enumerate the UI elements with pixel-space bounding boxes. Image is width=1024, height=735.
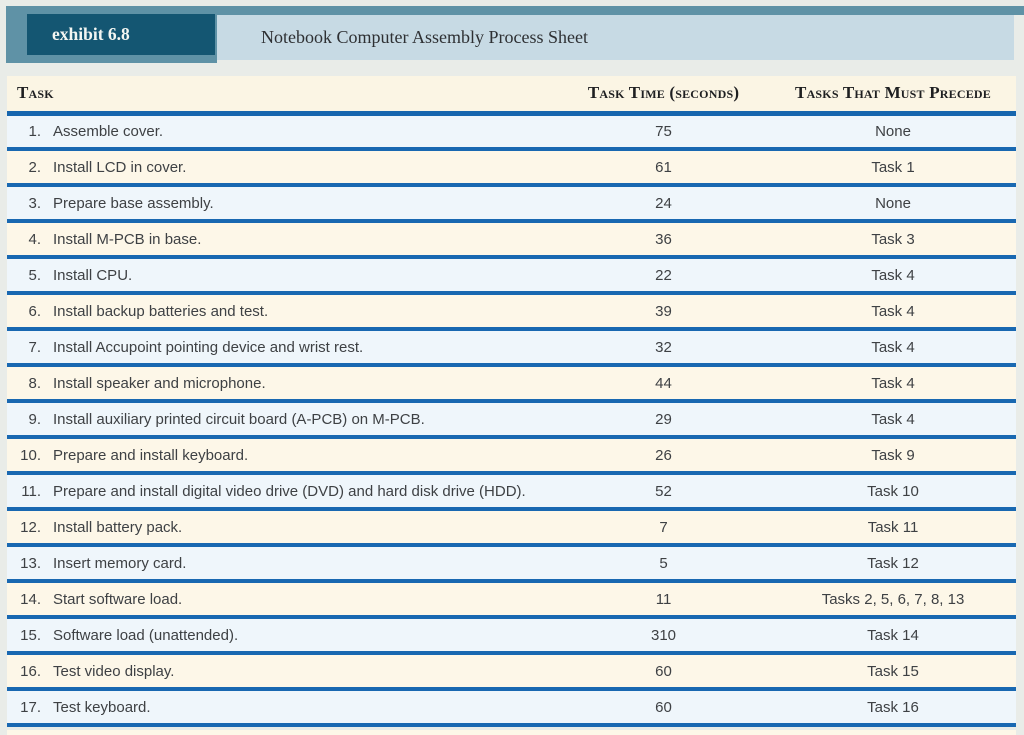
task-precede-value: Tasks 2, 5, 6, 7, 8, 13 <box>770 581 1017 619</box>
column-header-task-time: Task Time (seconds) <box>557 76 771 116</box>
page-title: Notebook Computer Assembly Process Sheet <box>261 27 588 47</box>
table-row: 8. Install speaker and microphone. 44 Ta… <box>7 365 1017 403</box>
task-number: 4. <box>7 221 47 259</box>
task-number: 17. <box>7 689 47 727</box>
task-description: Prepare and install keyboard. <box>47 437 558 475</box>
task-time-value: 24 <box>557 185 771 223</box>
task-number: 8. <box>7 365 47 403</box>
task-precede-value: Task 3 <box>770 221 1017 259</box>
task-description: Start software load. <box>47 581 558 619</box>
column-header-task: Task <box>7 76 558 116</box>
table-row: 12. Install battery pack. 7 Task 11 <box>7 509 1017 547</box>
task-number: 6. <box>7 293 47 331</box>
task-number: 14. <box>7 581 47 619</box>
table-row: 4. Install M-PCB in base. 36 Task 3 <box>7 221 1017 259</box>
task-precede-value: Task 11 <box>770 509 1017 547</box>
task-time-value: 52 <box>557 473 771 511</box>
task-number: 7. <box>7 329 47 367</box>
task-number: 16. <box>7 653 47 691</box>
table-row: 16. Test video display. 60 Task 15 <box>7 653 1017 691</box>
task-time-value: 75 <box>557 113 771 151</box>
task-number: 2. <box>7 149 47 187</box>
task-number: 1. <box>7 113 47 151</box>
table-row: 17. Test keyboard. 60 Task 16 <box>7 689 1017 727</box>
exhibit-tag: exhibit 6.8 <box>27 14 215 55</box>
task-number: 13. <box>7 545 47 583</box>
task-number: 9. <box>7 401 47 439</box>
task-description: Install LCD in cover. <box>47 149 558 187</box>
table-body: 1. Assemble cover. 75 None 2. Install LC… <box>7 113 1017 727</box>
task-time-value: 29 <box>557 401 771 439</box>
process-sheet-table: Task Task Time (seconds) Tasks That Must… <box>7 76 1017 727</box>
task-description: Assemble cover. <box>47 113 558 151</box>
task-precede-value: Task 4 <box>770 329 1017 367</box>
task-description: Software load (unattended). <box>47 617 558 655</box>
task-description: Test keyboard. <box>47 689 558 727</box>
task-number: 3. <box>7 185 47 223</box>
task-time-value: 7 <box>557 509 771 547</box>
task-precede-value: None <box>770 185 1017 223</box>
task-description: Install CPU. <box>47 257 558 295</box>
task-precede-value: Task 1 <box>770 149 1017 187</box>
task-time-value: 39 <box>557 293 771 331</box>
task-number: 12. <box>7 509 47 547</box>
task-precede-value: Task 14 <box>770 617 1017 655</box>
task-time-value: 60 <box>557 689 771 727</box>
task-time-value: 22 <box>557 257 771 295</box>
task-description: Install speaker and microphone. <box>47 365 558 403</box>
task-time-value: 310 <box>557 617 771 655</box>
table-row: 7. Install Accupoint pointing device and… <box>7 329 1017 367</box>
table-row: 9. Install auxiliary printed circuit boa… <box>7 401 1017 439</box>
task-description: Test video display. <box>47 653 558 691</box>
task-precede-value: Task 4 <box>770 365 1017 403</box>
task-precede-value: None <box>770 113 1017 151</box>
table-row: 15. Software load (unattended). 310 Task… <box>7 617 1017 655</box>
task-precede-value: Task 16 <box>770 689 1017 727</box>
task-description: Install M-PCB in base. <box>47 221 558 259</box>
table-row: 10. Prepare and install keyboard. 26 Tas… <box>7 437 1017 475</box>
table-row: 14. Start software load. 11 Tasks 2, 5, … <box>7 581 1017 619</box>
top-band <box>6 6 1024 15</box>
task-description: Install Accupoint pointing device and wr… <box>47 329 558 367</box>
task-time-value: 5 <box>557 545 771 583</box>
task-description: Prepare and install digital video drive … <box>47 473 558 511</box>
task-precede-value: Task 10 <box>770 473 1017 511</box>
task-time-value: 11 <box>557 581 771 619</box>
task-description: Insert memory card. <box>47 545 558 583</box>
table-row: 2. Install LCD in cover. 61 Task 1 <box>7 149 1017 187</box>
table-row: 5. Install CPU. 22 Task 4 <box>7 257 1017 295</box>
task-precede-value: Task 4 <box>770 293 1017 331</box>
title-band: Notebook Computer Assembly Process Sheet <box>217 15 1014 60</box>
bottom-row-sliver <box>7 730 1016 735</box>
table-row: 6. Install backup batteries and test. 39… <box>7 293 1017 331</box>
task-number: 11. <box>7 473 47 511</box>
task-time-value: 61 <box>557 149 771 187</box>
task-time-value: 36 <box>557 221 771 259</box>
table-header-row: Task Task Time (seconds) Tasks That Must… <box>7 76 1017 116</box>
task-time-value: 32 <box>557 329 771 367</box>
task-description: Prepare base assembly. <box>47 185 558 223</box>
table-row: 13. Insert memory card. 5 Task 12 <box>7 545 1017 583</box>
task-description: Install battery pack. <box>47 509 558 547</box>
task-precede-value: Task 4 <box>770 257 1017 295</box>
task-number: 5. <box>7 257 47 295</box>
column-header-precede: Tasks That Must Precede <box>770 76 1017 116</box>
table-row: 1. Assemble cover. 75 None <box>7 113 1017 151</box>
exhibit-plate: exhibit 6.8 <box>6 6 217 63</box>
task-description: Install backup batteries and test. <box>47 293 558 331</box>
table-row: 11. Prepare and install digital video dr… <box>7 473 1017 511</box>
task-number: 10. <box>7 437 47 475</box>
table-row: 3. Prepare base assembly. 24 None <box>7 185 1017 223</box>
task-time-value: 60 <box>557 653 771 691</box>
task-time-value: 26 <box>557 437 771 475</box>
task-precede-value: Task 9 <box>770 437 1017 475</box>
task-time-value: 44 <box>557 365 771 403</box>
task-precede-value: Task 15 <box>770 653 1017 691</box>
task-number: 15. <box>7 617 47 655</box>
task-description: Install auxiliary printed circuit board … <box>47 401 558 439</box>
task-precede-value: Task 12 <box>770 545 1017 583</box>
task-precede-value: Task 4 <box>770 401 1017 439</box>
